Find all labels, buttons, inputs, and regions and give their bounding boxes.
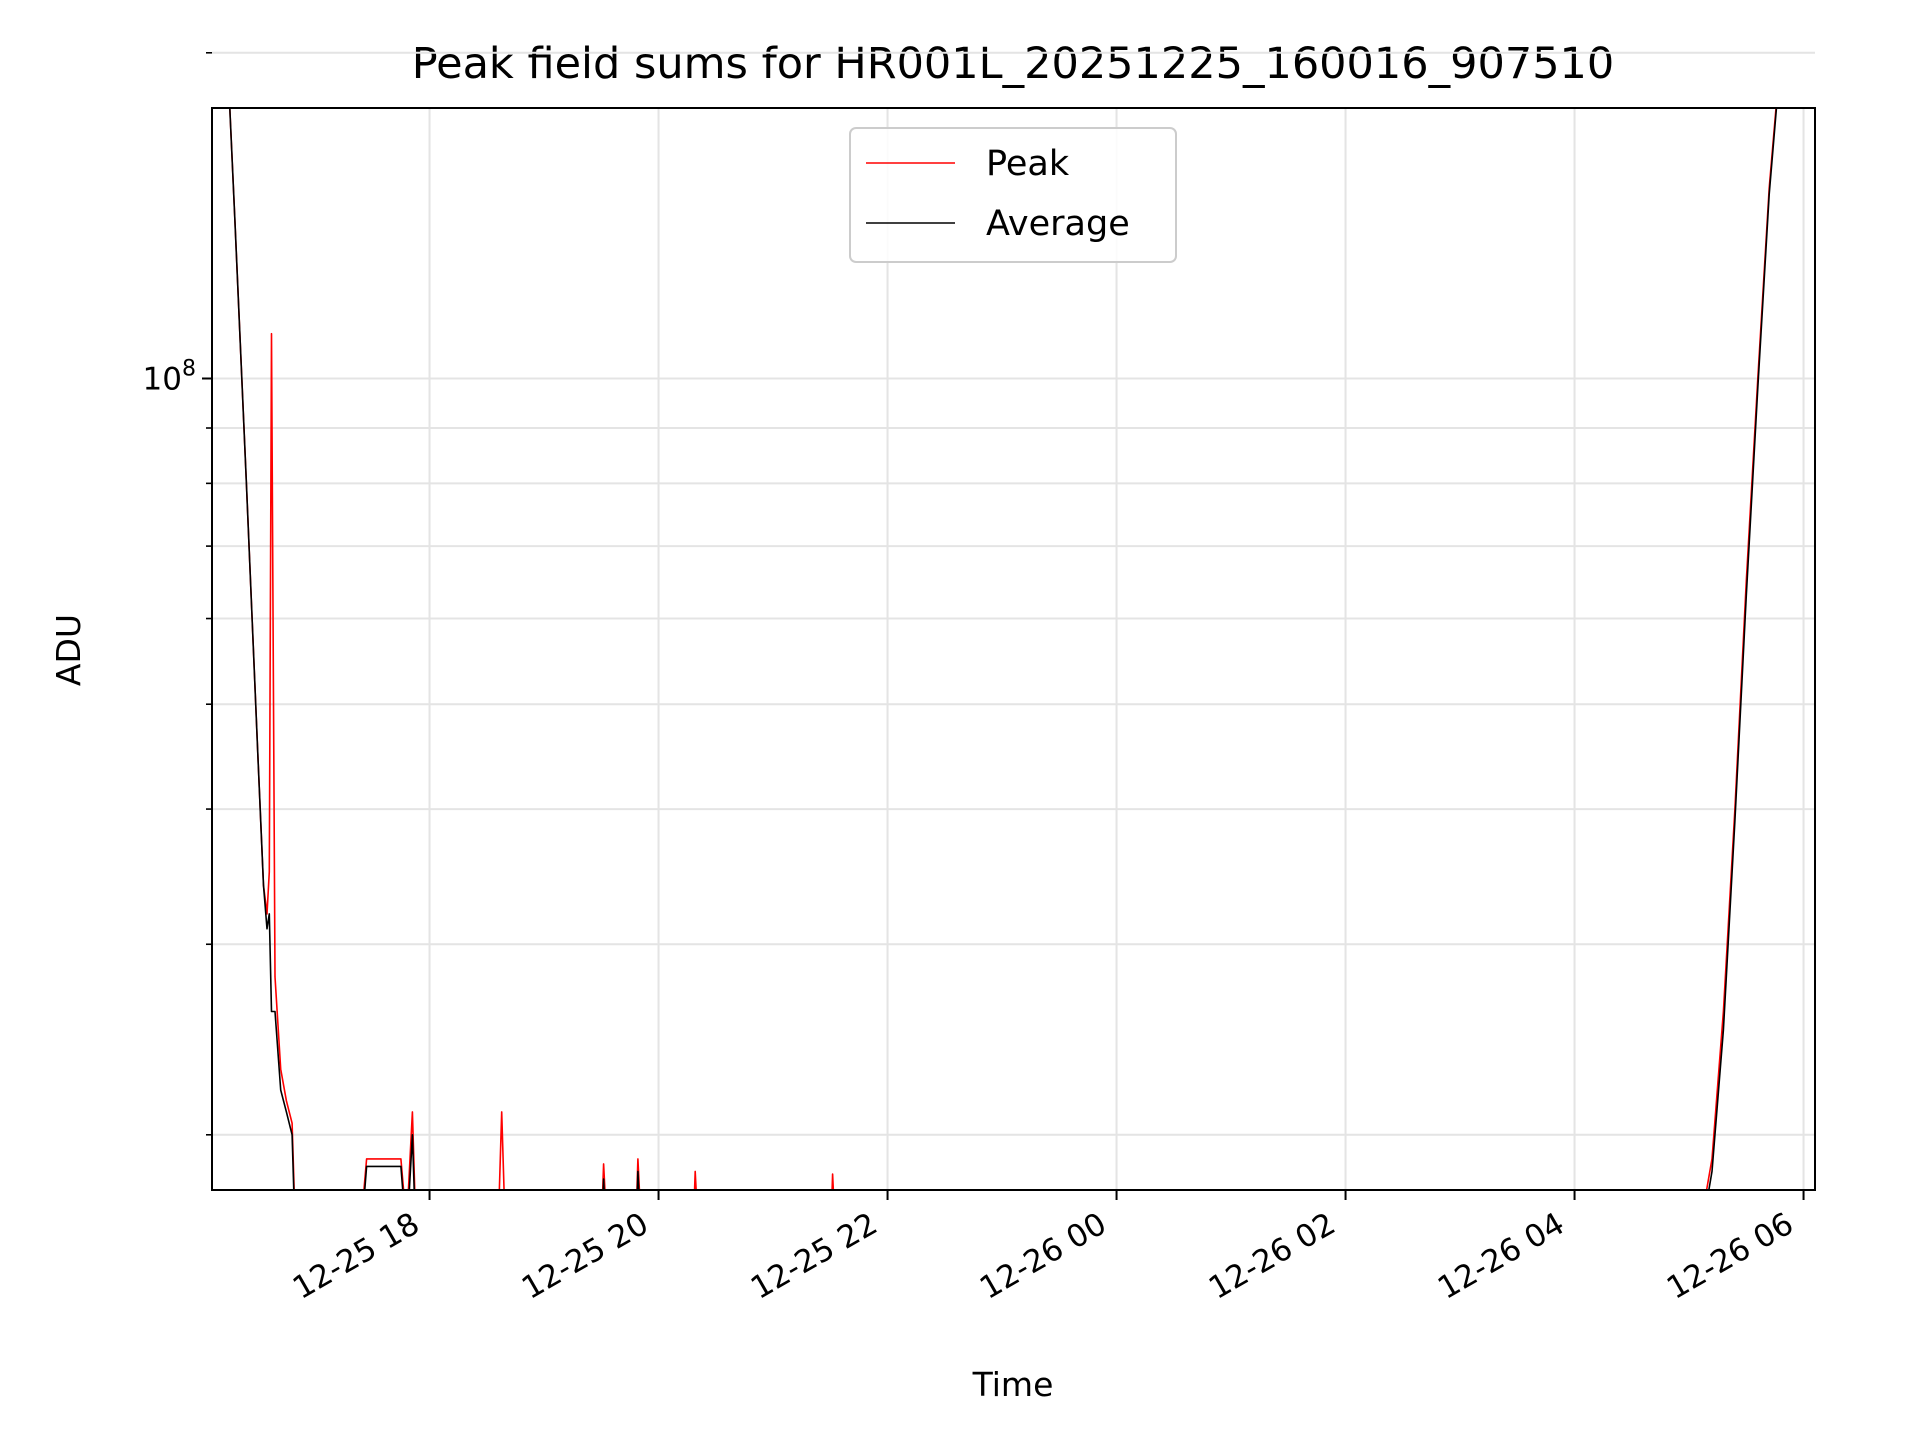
data-series [228,108,1778,1190]
series-line-average [228,108,1778,1190]
series-line-peak [228,108,1777,1190]
y-tick-exponent: 8 [182,357,196,382]
y-tick-base: 10 [143,362,182,398]
legend-label-average: Average [986,204,1130,244]
legend: Peak Average [849,127,1177,263]
chart-title: Peak field sums for HR001L_20251225_1600… [412,39,1615,89]
y-axis-label: ADU [49,614,88,686]
y-tick-label: 108 [143,357,196,398]
legend-box [849,127,1177,263]
grid-lines [212,51,1815,1190]
x-axis-label: Time [972,1365,1054,1404]
plot-area-frame [211,107,1816,1191]
legend-label-peak: Peak [986,144,1070,184]
